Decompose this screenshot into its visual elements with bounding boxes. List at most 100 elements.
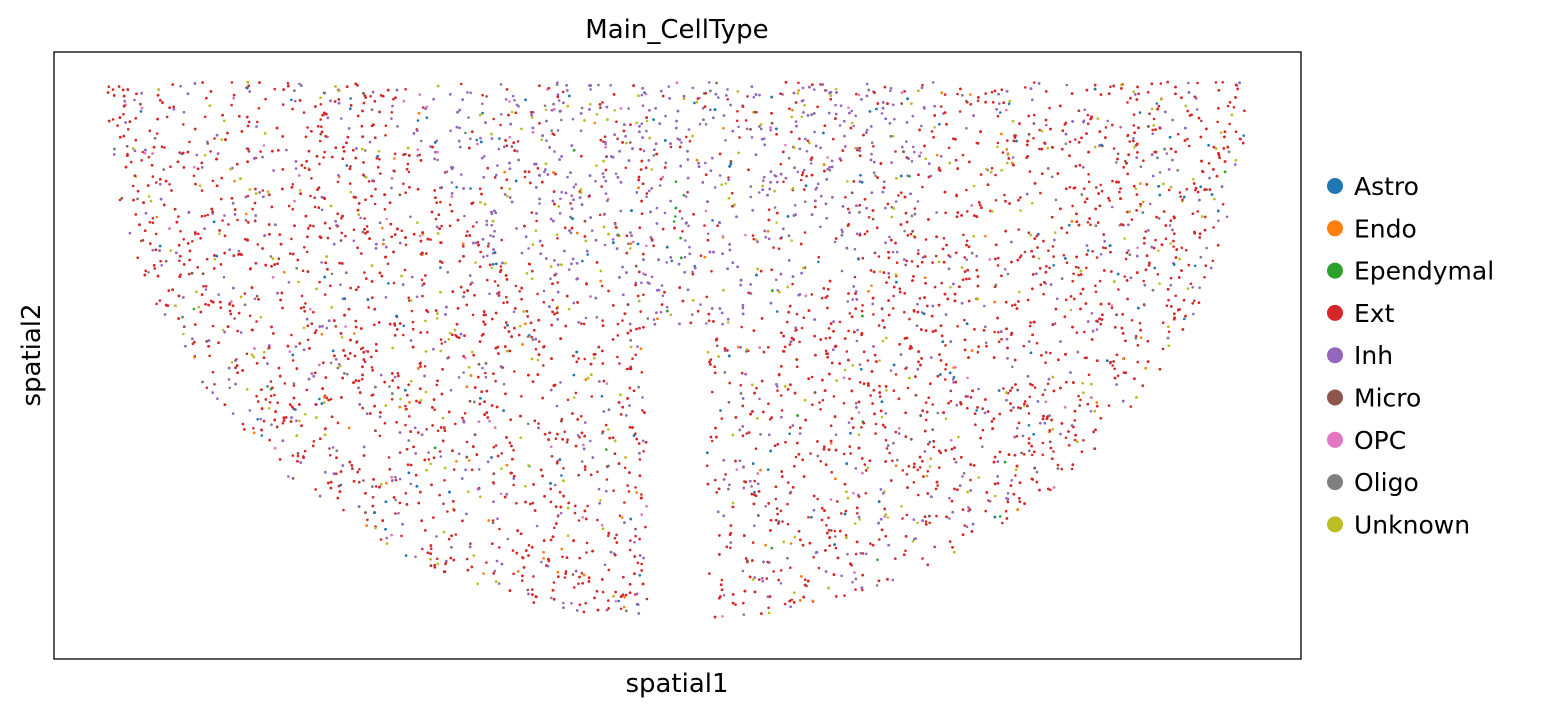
point-astro [817, 260, 820, 264]
point-ext [807, 516, 810, 519]
point-inh [488, 292, 491, 296]
point-unknown [297, 280, 300, 284]
point-inh [512, 310, 516, 314]
point-unknown [169, 249, 172, 252]
point-ext [607, 599, 610, 602]
point-unknown [589, 102, 592, 106]
point-ext [1216, 120, 1219, 124]
point-inh [1195, 108, 1199, 111]
point-oligo [147, 271, 150, 274]
point-inh [217, 293, 220, 296]
point-ext [403, 268, 407, 272]
point-micro [233, 317, 236, 320]
point-ext [471, 313, 475, 317]
point-inh [227, 378, 231, 381]
point-inh [490, 223, 494, 227]
point-ext [462, 291, 466, 294]
point-ext [566, 438, 569, 442]
point-inh [234, 359, 237, 363]
point-ext [976, 350, 980, 354]
point-ext [685, 135, 688, 139]
point-inh [781, 93, 784, 96]
point-endo [984, 234, 987, 238]
point-ext [906, 386, 910, 390]
point-inh [691, 86, 695, 90]
point-inh [840, 269, 844, 273]
point-opc [508, 100, 511, 103]
point-endo [722, 127, 725, 130]
point-ext [206, 213, 209, 217]
point-ext [1164, 237, 1168, 241]
point-ext [905, 259, 908, 263]
point-inh [750, 136, 754, 139]
point-ext [777, 247, 781, 250]
point-ext [1075, 331, 1079, 335]
point-ext [847, 329, 850, 333]
point-micro [1020, 451, 1023, 455]
point-ext [499, 123, 502, 127]
point-ext [320, 125, 323, 128]
point-ext [378, 434, 382, 438]
point-inh [888, 235, 891, 239]
point-astro [404, 554, 408, 557]
point-ext [537, 422, 540, 425]
point-ext [432, 516, 435, 519]
point-ext [305, 388, 309, 392]
point-ext [118, 198, 122, 202]
point-ext [729, 546, 732, 550]
point-ext [739, 383, 742, 387]
point-ext [536, 292, 539, 296]
point-inh [641, 396, 644, 399]
point-oligo [834, 535, 837, 538]
point-astro [617, 599, 620, 603]
point-ext [313, 196, 317, 200]
point-unknown [720, 183, 723, 186]
point-ext [1132, 124, 1136, 127]
point-ext [1130, 319, 1134, 322]
point-inh [560, 190, 563, 194]
point-astro [643, 91, 646, 94]
point-unknown [911, 540, 915, 543]
point-ext [277, 257, 281, 261]
point-ext [486, 245, 490, 248]
point-inh [880, 112, 884, 115]
point-inh [655, 206, 659, 210]
point-inh [449, 129, 452, 132]
point-ext [908, 317, 911, 321]
point-inh [1099, 253, 1103, 256]
point-ext [448, 203, 452, 207]
point-inh [749, 195, 753, 199]
point-inh [698, 122, 702, 126]
point-ext [407, 296, 411, 300]
point-inh [758, 397, 761, 401]
point-inh [570, 194, 573, 197]
point-unknown [793, 591, 796, 594]
point-micro [871, 217, 875, 221]
point-ext [939, 105, 943, 108]
point-inh [567, 268, 571, 271]
point-ext [1191, 212, 1195, 215]
point-unknown [1069, 308, 1073, 312]
point-inh [865, 82, 869, 86]
point-ext [1124, 257, 1128, 261]
point-unknown [147, 195, 151, 198]
point-inh [779, 582, 783, 585]
point-oligo [1011, 365, 1014, 369]
point-unknown [599, 499, 602, 502]
point-inh [1225, 215, 1229, 219]
point-astro [1052, 264, 1055, 267]
point-opc [966, 376, 969, 380]
point-ext [805, 174, 808, 178]
point-ext [512, 483, 515, 487]
point-ext [861, 552, 865, 555]
point-ext [892, 389, 896, 393]
point-inh [1050, 175, 1054, 179]
point-ext [1159, 82, 1163, 85]
point-ext [283, 382, 287, 385]
point-inh [645, 195, 648, 199]
point-ext [561, 90, 565, 94]
point-ext [1051, 245, 1055, 248]
point-ext [735, 119, 739, 123]
point-oligo [364, 149, 367, 152]
point-ext [755, 386, 758, 390]
